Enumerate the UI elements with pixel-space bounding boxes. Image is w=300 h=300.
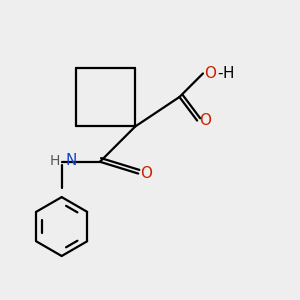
Text: H: H <box>222 66 234 81</box>
Text: O: O <box>140 166 152 181</box>
Text: O: O <box>200 113 211 128</box>
Text: H: H <box>50 154 60 168</box>
Text: O: O <box>205 66 217 81</box>
Text: -: - <box>217 66 223 81</box>
Text: N: N <box>65 153 77 168</box>
